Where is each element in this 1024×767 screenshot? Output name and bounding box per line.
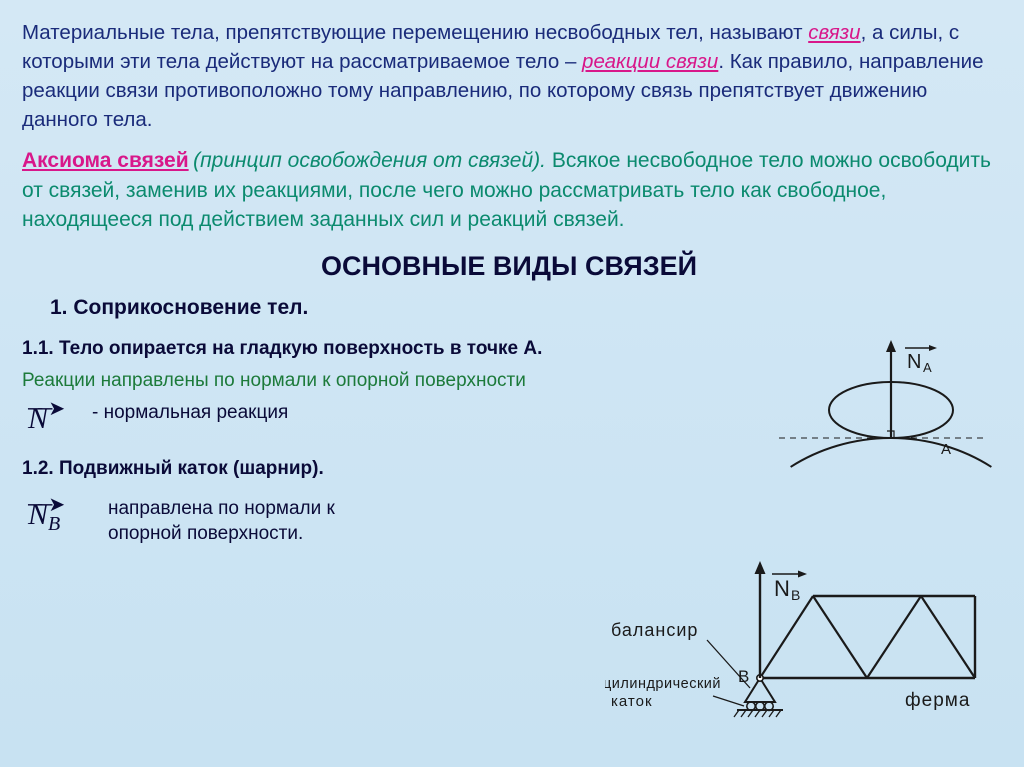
vector-n-row: ──➤ N - нормальная реакция [22, 400, 662, 436]
intro-paragraph: Материальные тела, препятствующие переме… [22, 18, 996, 134]
figure-1-contact: NAA [761, 338, 996, 493]
main-title: ОСНОВНЫЕ ВИДЫ СВЯЗЕЙ [22, 251, 996, 282]
axiom-title: Аксиома связей [22, 149, 189, 172]
vector-nb-row: ──➤ NB направлена по нормали к опорной п… [22, 496, 662, 547]
axiom-paragraph: Аксиома связей (принцип освобождения от … [22, 146, 996, 234]
vector-n-symbol: ──➤ N [28, 400, 74, 436]
term-link-svyazi: связи [808, 21, 860, 44]
vector-n-text: - нормальная реакция [92, 400, 288, 426]
vector-nb-symbol: ──➤ NB [28, 496, 90, 532]
vector-nb-text: направлена по нормали к опорной поверхно… [108, 496, 398, 547]
svg-text:каток: каток [611, 693, 653, 710]
svg-text:балансир: балансир [611, 620, 698, 640]
heading-1-2: 1.2. Подвижный каток (шарнир). [22, 458, 662, 480]
svg-text:B: B [791, 587, 800, 603]
svg-text:цилиндрический: цилиндрический [605, 676, 721, 692]
term-link-reakcii: реакции связи [582, 50, 718, 73]
heading-1-1: 1.1. Тело опирается на гладкую поверхнос… [22, 338, 662, 360]
svg-text:A: A [923, 360, 932, 375]
intro-t1: Материальные тела, препятствующие переме… [22, 21, 808, 44]
figure-2-roller: NBBбалансирцилиндрическийкатокферма [605, 528, 1000, 723]
svg-text:N: N [774, 576, 790, 601]
svg-text:N: N [907, 351, 921, 373]
heading-1: 1. Соприкосновение тел. [50, 296, 662, 320]
svg-text:ферма: ферма [905, 690, 970, 711]
svg-text:A: A [941, 441, 951, 458]
green-note: Реакции направлены по нормали к опорной … [22, 370, 662, 392]
axiom-subtitle: (принцип освобождения от связей). [193, 149, 546, 172]
